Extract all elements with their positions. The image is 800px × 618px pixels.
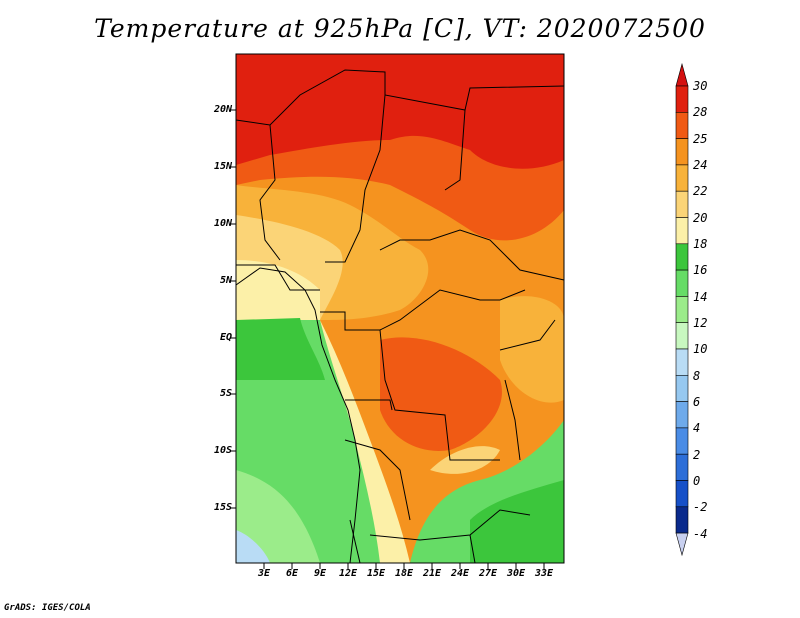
colorbar — [675, 62, 689, 557]
lon-label: 30E — [506, 568, 526, 579]
colorbar-label: 18 — [693, 237, 708, 251]
colorbar-label: 30 — [693, 79, 708, 93]
colorbar-label: 14 — [693, 290, 708, 304]
lon-label: 21E — [422, 568, 442, 579]
colorbar-label: 8 — [693, 369, 701, 383]
lon-label: 6E — [285, 568, 299, 579]
lon-label: 27E — [478, 568, 498, 579]
lon-label: 15E — [366, 568, 386, 579]
colorbar-bottom-arrow — [675, 532, 689, 557]
colorbar-segment — [675, 480, 689, 508]
colorbar-segment — [675, 85, 689, 113]
map-title: Temperature at 925hPa [C], VT: 202007250… — [94, 14, 706, 43]
colorbar-segment — [675, 427, 689, 455]
colorbar-segment — [675, 453, 689, 481]
colorbar-label: 25 — [693, 132, 708, 146]
map-frame — [235, 53, 565, 564]
colorbar-segment — [675, 112, 689, 139]
colorbar-label: 22 — [693, 184, 708, 198]
lat-label: 5S — [219, 388, 232, 399]
colorbar-label: -4 — [693, 527, 708, 541]
colorbar-segment — [675, 401, 689, 429]
colorbar-segment — [675, 322, 689, 350]
lat-label: 15N — [213, 161, 232, 172]
country-borders — [235, 69, 565, 564]
colorbar-segment — [675, 217, 689, 245]
axis-ticks — [230, 109, 545, 569]
credit-text: GrADS: IGES/COLA — [4, 603, 91, 613]
colorbar-label: 24 — [693, 158, 708, 172]
colorbar-segment — [675, 190, 689, 218]
colorbar-segment — [675, 138, 689, 166]
lat-label: 10N — [213, 218, 232, 229]
colorbar-label: 2 — [693, 448, 701, 462]
lat-label: 5N — [219, 275, 232, 286]
colorbar-label: 4 — [693, 421, 701, 435]
colorbar-segment — [675, 269, 689, 297]
lon-label: 9E — [313, 568, 327, 579]
colorbar-label: 12 — [693, 316, 708, 330]
colorbar-label: 0 — [693, 474, 701, 488]
lat-label: 15S — [213, 502, 232, 513]
colorbar-segment — [675, 506, 689, 534]
colorbar-segment — [675, 348, 689, 376]
colorbar-top-arrow — [675, 62, 689, 87]
lon-label: 12E — [338, 568, 358, 579]
lon-label: 24E — [450, 568, 470, 579]
lon-label: 33E — [534, 568, 554, 579]
colorbar-label: -2 — [693, 500, 708, 514]
colorbar-label: 16 — [693, 263, 708, 277]
colorbar-segment — [675, 296, 689, 323]
colorbar-label: 28 — [693, 105, 708, 119]
colorbar-label: 6 — [693, 395, 701, 409]
colorbar-segment — [675, 164, 689, 192]
lat-label: 10S — [213, 445, 232, 456]
colorbar-label: 20 — [693, 211, 708, 225]
lon-label: 18E — [394, 568, 414, 579]
lon-label: 3E — [257, 568, 271, 579]
colorbar-segment — [675, 374, 689, 402]
lat-label: EQ — [219, 332, 232, 343]
coastline — [235, 267, 361, 564]
colorbar-segment — [675, 243, 689, 271]
colorbar-label: 10 — [693, 342, 708, 356]
lat-label: 20N — [213, 104, 232, 115]
temperature-field — [236, 54, 564, 563]
